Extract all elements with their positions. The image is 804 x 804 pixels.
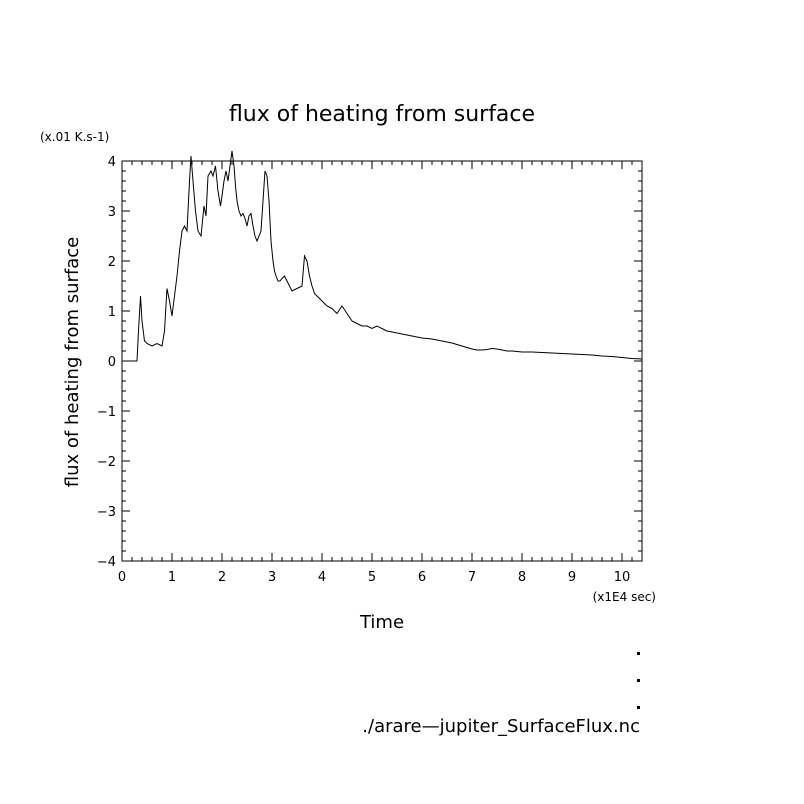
y-tick-label: 4 <box>108 155 116 170</box>
axis-ticks <box>121 160 643 562</box>
y-tick-label: 2 <box>108 255 116 270</box>
x-tick-label: 7 <box>468 570 476 585</box>
x-tick-label: 8 <box>518 570 526 585</box>
marker-dot <box>637 706 640 709</box>
marker-dot <box>637 679 640 682</box>
y-tick-label: 1 <box>108 305 116 320</box>
y-tick-label: 3 <box>108 205 116 220</box>
x-tick-label: 10 <box>614 570 631 585</box>
x-axis-label: Time <box>359 612 404 633</box>
y-tick-label: −3 <box>97 505 116 520</box>
filename-label: ./arare—jupiter_SurfaceFlux.nc <box>362 716 640 737</box>
y-tick-labels: −4 −3 −2 −1 0 1 2 3 4 <box>97 155 116 570</box>
y-unit-label: (x.01 K.s-1) <box>40 130 109 144</box>
x-tick-label: 6 <box>418 570 426 585</box>
y-tick-label: −4 <box>97 555 116 570</box>
series-line <box>122 150 643 362</box>
x-tick-label: 0 <box>118 570 126 585</box>
marker-dot <box>637 652 640 655</box>
plot-frame <box>121 160 643 562</box>
y-tick-label: −2 <box>97 455 116 470</box>
x-tick-label: 3 <box>268 570 276 585</box>
x-tick-label: 5 <box>368 570 376 585</box>
y-tick-label: −1 <box>97 405 116 420</box>
y-axis-label: flux of heating from surface <box>62 237 83 487</box>
x-tick-labels: 0 1 2 3 4 5 6 7 8 9 10 <box>118 570 630 585</box>
y-tick-label: 0 <box>108 355 116 370</box>
x-tick-label: 1 <box>168 570 176 585</box>
chart-title: flux of heating from surface <box>229 102 535 127</box>
x-tick-label: 2 <box>218 570 226 585</box>
x-tick-label: 9 <box>568 570 576 585</box>
x-tick-label: 4 <box>318 570 326 585</box>
x-unit-label: (x1E4 sec) <box>593 590 656 604</box>
